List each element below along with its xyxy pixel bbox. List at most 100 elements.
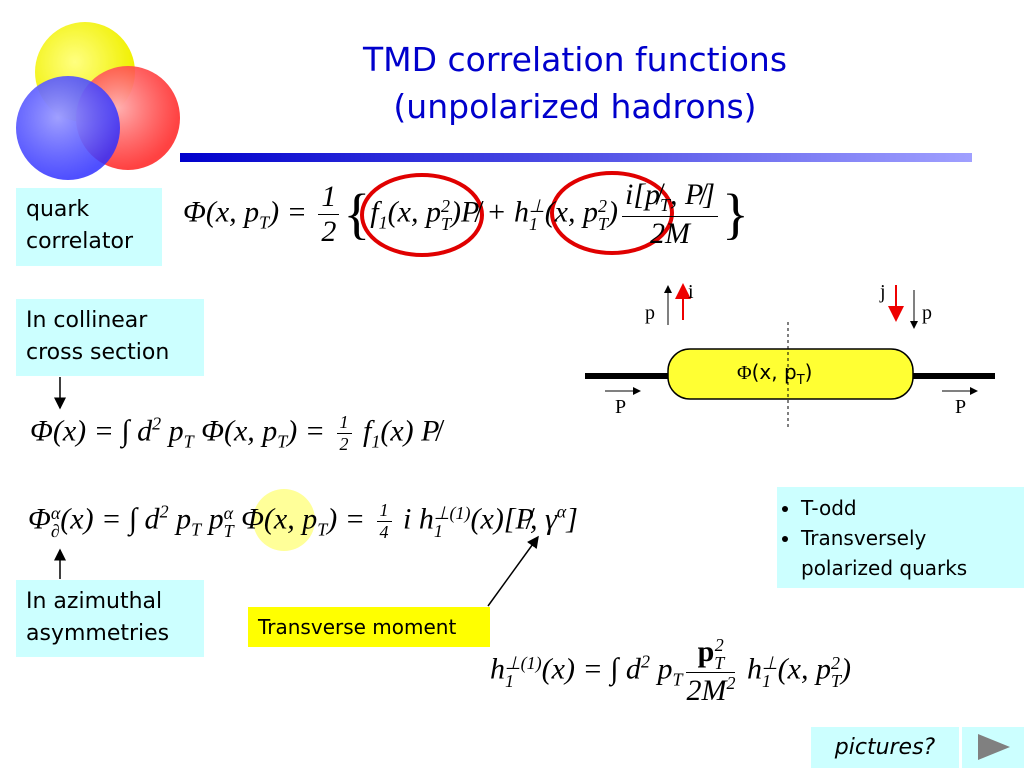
math-text: 1 [529,213,538,234]
correlator-blob [667,348,914,400]
math-text: ⊥ [761,652,778,673]
math-text: ] [566,502,578,536]
math-text: 2M [650,217,691,250]
math-text: p [201,502,224,536]
math-text: T [317,519,328,540]
math-text: h [514,195,529,229]
math-text: ⊥ [529,195,545,216]
label-box: In azimuthal asymmetries [16,580,204,657]
math-text: 4 [379,522,389,542]
label-box: Transverse moment [248,607,490,647]
title: TMD correlation functions [362,40,788,79]
math-text: T [660,195,671,215]
math-text: (x, p [387,195,441,229]
math-text: ⊥(1) [433,502,471,523]
math-text: p [168,502,192,536]
math-text: 1 [378,212,388,233]
math-text: Φ(x, p [183,195,260,229]
momentum-label: p [645,302,655,324]
math-text: α [223,502,234,523]
index-label: i [688,281,694,303]
math-text: h [490,652,505,686]
math-text: (x) P̸ [380,414,440,448]
math-text: T [830,670,841,691]
math-text: 2M [686,674,727,708]
math-text: f [355,414,372,448]
math-text: (x) = ∫ d [541,652,641,686]
math-text: ∂ [50,520,60,541]
math-text: ) [840,652,851,686]
bullet-box: T-oddTransversely polarized quarks [777,487,1024,588]
math-text: 1 [761,670,771,691]
math-text: (x) = ∫ d [60,502,160,536]
logo-circle [16,76,120,180]
math-text: α [50,502,61,523]
math-text: Φ(x, p [233,502,318,536]
math-text: ) [608,195,619,229]
math-text: 2 [440,195,450,216]
math-text: (x, p [544,195,598,229]
math-text: i[p̸ [625,178,661,211]
math-text: 2 [159,501,169,522]
math-text: { [343,183,371,246]
math-text: T [598,213,609,234]
pictures-button[interactable]: pictures? [811,727,959,768]
math-text: (x, p [777,652,831,686]
momentum-label: p [922,302,932,324]
math-text: 2 [598,195,607,216]
math-text: T [259,212,270,233]
math-text: 1 [318,180,340,215]
math-text: Φ [28,502,51,536]
math-text: h [739,652,762,686]
math-text: i h [395,502,434,536]
math-text: ) [450,195,461,229]
math-text: p [649,652,673,686]
math-text: Φ(x, p [193,414,278,448]
math-text: 2 [726,673,736,694]
bullet: Transversely polarized quarks [801,523,1014,583]
math-text: 1 [376,500,392,522]
math-text: ) = [327,502,373,536]
math-text: ) = [269,195,315,229]
equation: Φ(x, pT) = 1 2 {f1(x, p 2 T)P̸ + h ⊥ 1 (x, p 2 T)… [183,178,749,251]
momentum-label: P [615,396,627,418]
title-rule [180,153,972,162]
math-text: , P̸] [670,178,716,211]
math-text: T [796,373,805,388]
math-text: (x, p [751,360,797,384]
math-text: Φ(x) = ∫ d [30,414,153,448]
math-text: ) [804,360,813,384]
math-text: ) = [287,414,333,448]
label-box: quark correlator [16,188,162,266]
math-text: p [697,635,715,668]
math-text: } [722,183,749,246]
math-text: 1 [433,520,443,541]
title: (unpolarized hadrons) [393,87,757,126]
highlight-disc [253,489,315,551]
play-icon [978,734,1010,760]
index-label: j [880,281,886,303]
equation: h ⊥(1) 1 (x) = ∫ d2 pT p 2 T 2M2 h ⊥ 1 (x, p 2 T) [490,635,851,708]
math-text: P̸ + [460,195,514,229]
math-text: T [191,519,202,540]
math-text: 1 [371,431,381,452]
label-box: In collinear cross section [16,299,204,376]
highlight-ring [360,173,484,257]
math-text: 2 [830,652,840,673]
math-text: T [223,520,234,541]
blob-label: Φ(x, pT) [737,360,812,388]
arrow [487,535,539,607]
math-text: α [556,501,567,522]
math-text: p [161,414,184,448]
math-text: (x)[P̸, γ [470,502,557,536]
math-text: T [183,431,194,452]
math-text: ⊥(1) [505,652,542,673]
bullet: T-odd [801,493,1014,523]
math-text: 1 [336,412,352,434]
math-text: 2 [152,413,162,434]
math-text: T [277,431,288,452]
